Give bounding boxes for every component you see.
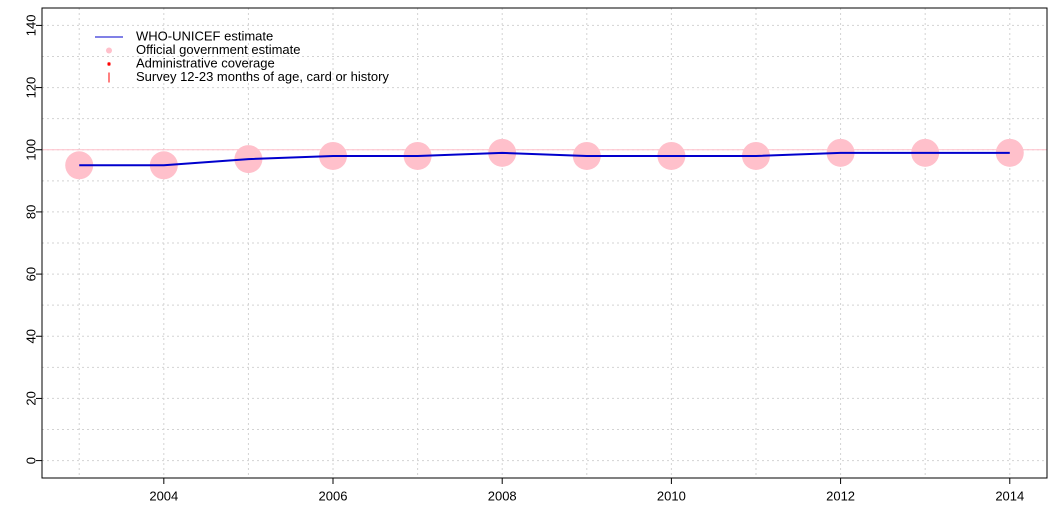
y-tick-label: 60 (23, 267, 38, 281)
y-tick-label: 80 (23, 205, 38, 219)
x-tick-label: 2008 (488, 488, 517, 503)
x-tick-label: 2010 (657, 488, 686, 503)
y-tick-label: 100 (23, 139, 38, 161)
x-tick-label: 2006 (319, 488, 348, 503)
legend-label: WHO-UNICEF estimate (136, 28, 273, 43)
x-tick-label: 2004 (149, 488, 178, 503)
y-tick-label: 140 (23, 15, 38, 37)
legend-label: Official government estimate (136, 42, 301, 57)
y-tick-label: 120 (23, 77, 38, 99)
plot-border (41, 7, 1048, 479)
x-tick-label: 2014 (995, 488, 1024, 503)
legend-label: Survey 12-23 months of age, card or hist… (136, 69, 389, 84)
y-tick-label: 40 (23, 329, 38, 343)
x-tick-label: 2012 (826, 488, 855, 503)
y-tick-label: 20 (23, 391, 38, 405)
legend-symbol (106, 47, 112, 54)
legend-label: Administrative coverage (136, 55, 275, 70)
line (79, 151, 1010, 167)
y-tick-label: 0 (23, 457, 38, 464)
legend-symbol (107, 62, 111, 66)
